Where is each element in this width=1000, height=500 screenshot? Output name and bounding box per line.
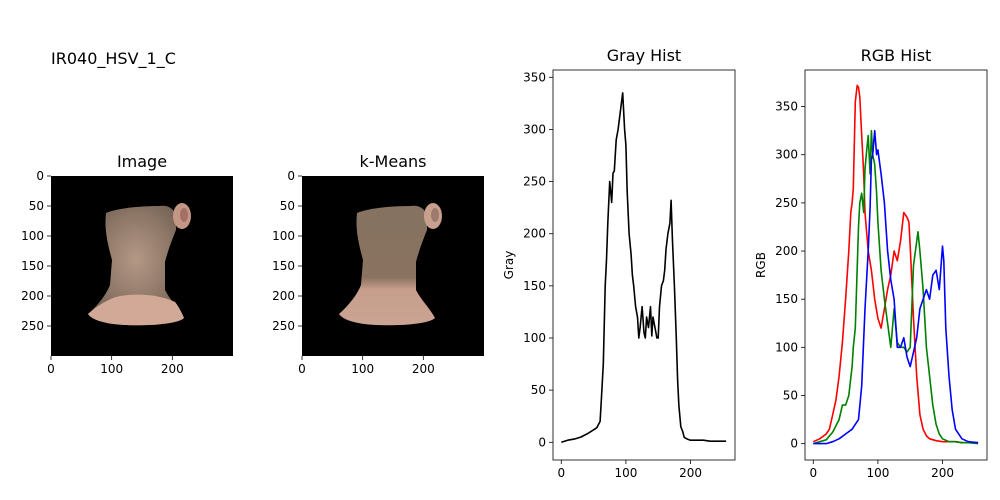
rgb-hist-plot-frame (805, 70, 987, 460)
gray-hist-xtick-label: 100 (614, 466, 637, 480)
kmeans-ytick-label: 150 (272, 259, 295, 273)
rgb-hist-ytick-label: 150 (775, 292, 798, 306)
rgb-hist-xtick-label: 200 (931, 466, 954, 480)
kmeans-xtick-label: 100 (351, 362, 374, 376)
image-ytick-label: 250 (21, 319, 44, 333)
gray-hist-ytick-label: 50 (531, 383, 546, 397)
image-ytick-label: 0 (36, 169, 44, 183)
kmeans-xtick-label: 0 (298, 362, 306, 376)
kmeans-title: k-Means (360, 152, 427, 171)
gray-hist-ytick-label: 200 (523, 227, 546, 241)
gray-hist-ytick-label: 150 (523, 279, 546, 293)
panel-kmeans (302, 176, 484, 356)
image-title: Image (117, 152, 167, 171)
rgb-hist-ytick-label: 100 (775, 340, 798, 354)
gray-hist-ylabel: Gray (502, 251, 516, 280)
gray-hist-ytick-label: 250 (523, 175, 546, 189)
image-xtick-label: 200 (161, 362, 184, 376)
rgb-hist-ytick-label: 0 (790, 437, 798, 451)
kmeans-ytick-label: 50 (280, 199, 295, 213)
gray-hist-ytick-label: 100 (523, 331, 546, 345)
rgb-hist-xtick-label: 100 (866, 466, 889, 480)
rgb-hist-ytick-label: 200 (775, 244, 798, 258)
rgb-hist-xtick-label: 0 (809, 466, 817, 480)
gray-hist-xtick-label: 200 (679, 466, 702, 480)
kmeans-ytick-label: 200 (272, 289, 295, 303)
image-xtick-label: 100 (100, 362, 123, 376)
kmeans-ytick-label: 100 (272, 229, 295, 243)
kmeans-ytick-label: 250 (272, 319, 295, 333)
rgb-hist-ytick-label: 250 (775, 196, 798, 210)
rgb-hist-ytick-label: 50 (783, 388, 798, 402)
panel-image (51, 176, 233, 356)
gray-hist-ytick-label: 300 (523, 122, 546, 136)
panel-gray-hist: Gray Hist 0 100 200 0 50 100 150 200 250 300 350 Gra… (502, 46, 735, 480)
image-ytick-label: 200 (21, 289, 44, 303)
image-ytick-label: 100 (21, 229, 44, 243)
image-xtick-label: 0 (47, 362, 55, 376)
kmeans-ytick-label: 0 (287, 169, 295, 183)
gray-hist-plot-frame (553, 70, 735, 460)
gray-hist-xtick-label: 0 (557, 466, 565, 480)
kmeans-xtick-label: 200 (412, 362, 435, 376)
image-ytick-label: 150 (21, 259, 44, 273)
figure-suptitle: IR040_HSV_1_C (51, 49, 176, 69)
gray-hist-title: Gray Hist (607, 46, 681, 65)
rgb-hist-title: RGB Hist (861, 46, 932, 65)
image-ytick-label: 50 (29, 199, 44, 213)
rgb-hist-ytick-label: 350 (775, 100, 798, 114)
panel-rgb-hist: RGB Hist 0 100 200 0 50 100 150 200 250 300 350 RGB (754, 46, 987, 480)
gray-hist-ytick-label: 0 (538, 435, 546, 449)
gray-hist-ytick-label: 350 (523, 70, 546, 84)
rgb-hist-ytick-label: 300 (775, 148, 798, 162)
rgb-hist-ylabel: RGB (754, 252, 768, 278)
